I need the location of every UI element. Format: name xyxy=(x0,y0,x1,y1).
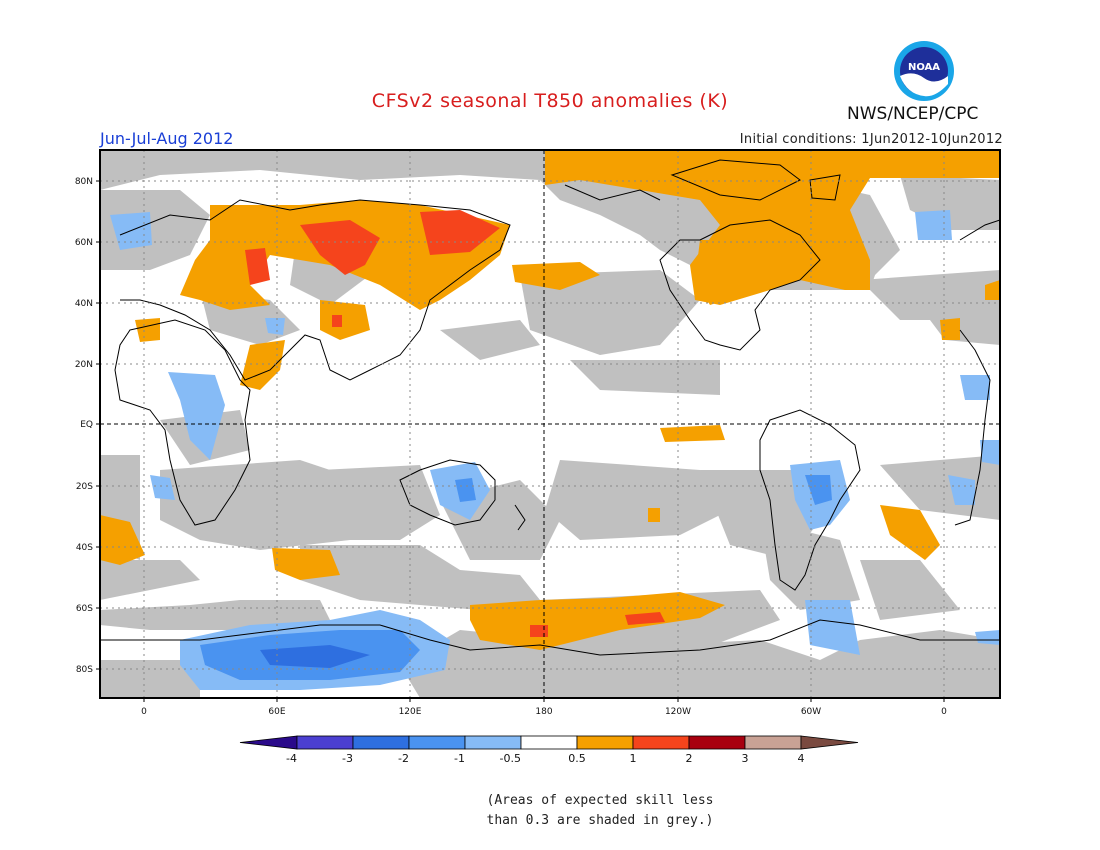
colorbar-label: -4 xyxy=(286,752,297,765)
noaa-logo-icon: NOAA xyxy=(894,41,954,101)
lon-label: 180 xyxy=(535,707,552,717)
longitude-labels: 0 60E 120E 180 120W 60W 0 xyxy=(141,707,947,717)
colorbar-label: 3 xyxy=(742,752,749,765)
latitude-labels: 80N 60N 40N 20N EQ 20S 40S 60S 80S xyxy=(75,177,93,675)
lon-label: 0 xyxy=(941,707,947,717)
colorbar-arrow-low xyxy=(239,735,298,750)
lat-label: 80S xyxy=(76,665,93,675)
lat-label: 40S xyxy=(76,543,93,553)
colorbar-swatch xyxy=(408,735,466,750)
colorbar-swatch xyxy=(744,735,802,750)
lat-label: 40N xyxy=(75,299,93,309)
cool-anomalies xyxy=(110,210,1000,690)
colorbar-label: 0.5 xyxy=(568,752,586,765)
lon-label: 120E xyxy=(399,707,422,717)
colorbar-label: 2 xyxy=(686,752,693,765)
colorbar-label: -3 xyxy=(342,752,353,765)
skill-note-line1: (Areas of expected skill less xyxy=(486,793,714,808)
colorbar-label: -1 xyxy=(454,752,465,765)
colorbar-label: 1 xyxy=(630,752,637,765)
lat-label: 20N xyxy=(75,360,93,370)
colorbar-swatch xyxy=(576,735,634,750)
colorbar-label: -0.5 xyxy=(500,752,521,765)
skill-note-line2: than 0.3 are shaded in grey.) xyxy=(486,813,714,828)
colorbar-swatch xyxy=(632,735,690,750)
lon-label: 120W xyxy=(665,707,691,717)
ticks xyxy=(96,180,945,702)
lat-label: 80N xyxy=(75,177,93,187)
colorbar-swatch xyxy=(352,735,410,750)
map-title: CFSv2 seasonal T850 anomalies (K) xyxy=(371,90,729,112)
colorbar-swatch xyxy=(688,735,746,750)
lon-label: 60E xyxy=(268,707,285,717)
season-label: Jun-Jul-Aug 2012 xyxy=(100,129,234,148)
colorbar-label: -2 xyxy=(398,752,409,765)
warm-anomalies xyxy=(100,150,1000,650)
colorbar-swatch xyxy=(464,735,522,750)
colorbar-arrow-high xyxy=(800,735,859,750)
equator-dateline xyxy=(100,150,1000,698)
logo-text: NOAA xyxy=(908,62,940,73)
agency-label: NWS/NCEP/CPC xyxy=(847,104,979,124)
colorbar-labels: -4 -3 -2 -1 -0.5 0.5 1 2 3 4 xyxy=(286,752,804,765)
lon-label: 0 xyxy=(141,707,147,717)
lon-label: 60W xyxy=(801,707,821,717)
colorbar xyxy=(239,735,859,750)
initial-conditions-label: Initial conditions: 1Jun2012-10Jun2012 xyxy=(739,132,1003,147)
lat-label: 60N xyxy=(75,238,93,248)
graticule xyxy=(100,150,1000,698)
colorbar-swatch xyxy=(520,735,578,750)
lat-label: 20S xyxy=(76,482,93,492)
lat-label: EQ xyxy=(80,420,93,430)
lat-label: 60S xyxy=(76,604,93,614)
colorbar-label: 4 xyxy=(798,752,805,765)
colorbar-swatch xyxy=(296,735,354,750)
